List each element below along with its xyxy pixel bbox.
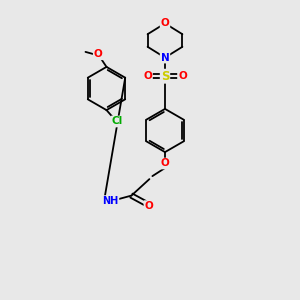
Text: N: N — [160, 52, 169, 63]
Text: O: O — [94, 49, 103, 59]
Text: O: O — [160, 18, 169, 28]
Text: O: O — [144, 201, 153, 211]
Text: O: O — [160, 158, 169, 169]
Text: O: O — [178, 71, 187, 81]
Text: NH: NH — [102, 196, 119, 206]
Text: O: O — [143, 71, 152, 81]
Text: Cl: Cl — [111, 116, 123, 127]
Text: S: S — [161, 70, 169, 83]
